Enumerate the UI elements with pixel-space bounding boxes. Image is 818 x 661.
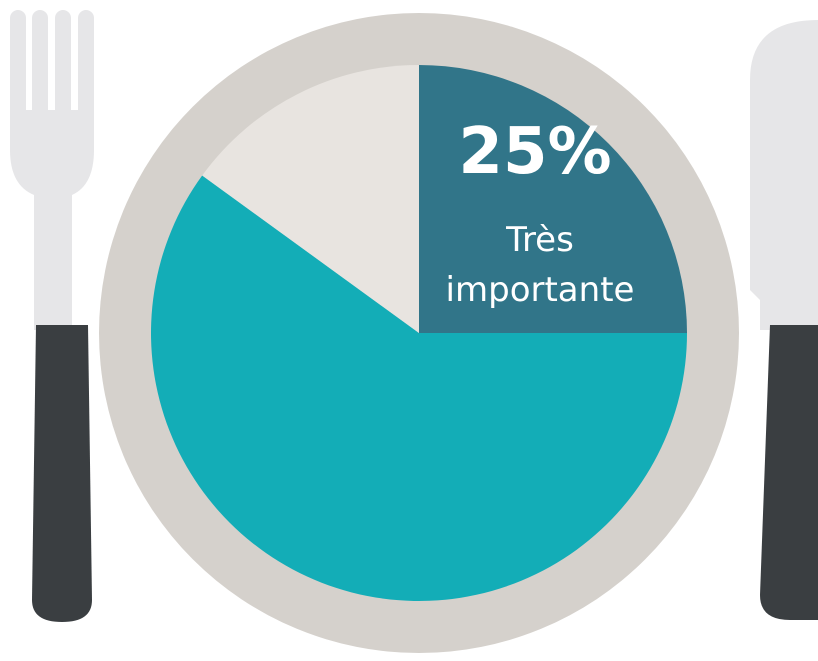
fork <box>10 10 94 622</box>
pie-slice <box>150 175 688 601</box>
category-label: Très importante <box>445 220 635 310</box>
pie-slice <box>419 65 687 333</box>
value-label: 25% <box>458 115 612 189</box>
pie-slice <box>202 64 419 333</box>
knife <box>750 20 818 620</box>
